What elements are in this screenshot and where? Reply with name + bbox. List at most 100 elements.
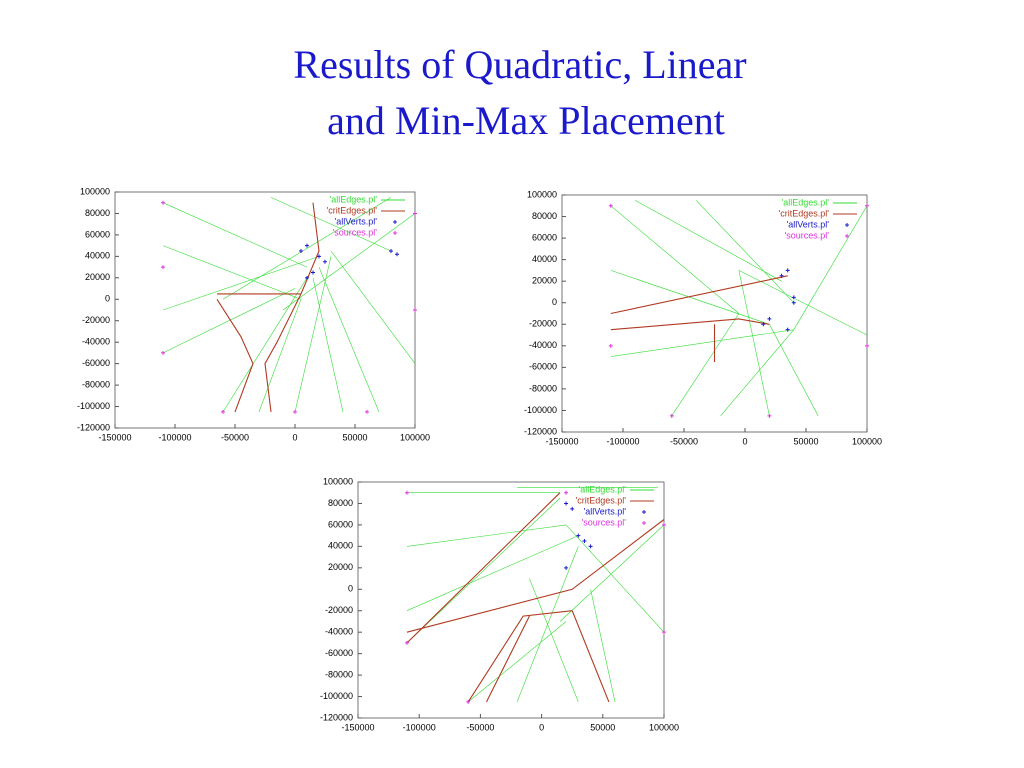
y-tick-label: 80000	[85, 208, 110, 218]
vertex-point	[791, 300, 796, 305]
vertex-point	[404, 490, 409, 495]
vertex-point	[221, 409, 225, 414]
vertex-point	[588, 544, 593, 549]
legend-label: 'critEdges.pl'	[576, 495, 627, 505]
y-tick-label: -20000	[529, 319, 557, 329]
y-tick-label: 40000	[532, 254, 557, 264]
legend-label: 'sources.pl'	[785, 230, 830, 240]
y-tick-label: -40000	[325, 627, 353, 637]
y-tick-label: 0	[348, 584, 353, 594]
x-tick-label: 50000	[342, 432, 367, 442]
x-tick-label: 0	[539, 722, 544, 732]
edge-line	[406, 487, 665, 703]
y-tick-label: 60000	[85, 229, 110, 239]
vertex-point	[662, 522, 666, 527]
y-tick-label: 0	[105, 294, 110, 304]
vertex-point	[311, 270, 315, 275]
vertex-point	[767, 316, 772, 321]
slide-title: Results of Quadratic, Linear	[293, 42, 746, 87]
vertex-point	[669, 413, 674, 418]
vertex-point	[161, 350, 165, 355]
legend-marker	[642, 510, 646, 514]
vertex-point	[564, 490, 569, 495]
vertex-point	[161, 265, 165, 270]
y-tick-label: -80000	[529, 383, 557, 393]
y-tick-label: -120000	[524, 426, 557, 436]
vertex-point	[570, 506, 575, 511]
edge-line	[216, 202, 320, 413]
x-tick-label: 0	[292, 432, 297, 442]
vertex-point	[389, 249, 393, 253]
x-tick-label: 0	[742, 436, 747, 446]
legend-label: 'critEdges.pl'	[779, 208, 830, 218]
y-tick-label: -100000	[77, 401, 110, 411]
y-tick-label: -120000	[77, 422, 110, 432]
legend-label: 'allVerts.pl'	[584, 506, 627, 516]
x-tick-label: -150000	[341, 722, 374, 732]
vertex-point	[317, 254, 321, 259]
vertex-point	[865, 203, 869, 208]
vertex-point	[761, 322, 766, 327]
vertex-point	[767, 413, 772, 418]
legend-label: 'allEdges.pl'	[579, 484, 627, 494]
vertex-point	[608, 203, 613, 208]
legend-label: 'allVerts.pl'	[335, 216, 378, 226]
legend-label: 'allVerts.pl'	[787, 219, 830, 229]
y-tick-label: -60000	[325, 648, 353, 658]
vertex-point	[323, 259, 327, 264]
y-tick-label: -120000	[320, 712, 353, 722]
edge-line	[162, 197, 416, 413]
y-tick-label: -80000	[325, 669, 353, 679]
vertex-point	[564, 565, 569, 570]
vertex-point	[305, 275, 309, 280]
y-tick-label: 20000	[532, 276, 557, 286]
x-tick-label: -100000	[158, 432, 191, 442]
vertex-point	[608, 343, 613, 348]
vertex-point	[299, 249, 303, 253]
y-tick-label: -100000	[320, 691, 353, 701]
y-tick-label: -60000	[82, 358, 110, 368]
x-tick-label: 100000	[649, 722, 679, 732]
vertex-point	[305, 243, 309, 248]
edge-line	[610, 275, 788, 362]
legend-marker	[642, 521, 646, 525]
vertex-point	[865, 343, 869, 348]
vertex-point	[662, 630, 666, 635]
vertex-point	[365, 409, 369, 414]
x-tick-label: -150000	[545, 436, 578, 446]
legend-marker	[393, 220, 397, 224]
vertex-point	[466, 699, 471, 704]
vertex-point	[779, 273, 784, 278]
vertex-point	[293, 409, 297, 414]
vertex-point	[161, 200, 165, 205]
vertex-point	[413, 308, 417, 312]
y-tick-label: -100000	[524, 405, 557, 415]
y-tick-label: 20000	[328, 562, 353, 572]
legend-label: 'sources.pl'	[582, 517, 627, 527]
vertex-point	[576, 533, 581, 538]
legend-label: 'sources.pl'	[333, 227, 378, 237]
y-tick-label: 80000	[532, 211, 557, 221]
y-tick-label: 100000	[527, 189, 557, 199]
x-tick-label: -50000	[221, 432, 249, 442]
y-tick-label: 80000	[328, 498, 353, 508]
plot-frame	[561, 194, 868, 433]
plot-frame	[357, 481, 665, 719]
x-tick-label: -100000	[403, 722, 436, 732]
y-tick-label: 40000	[328, 541, 353, 551]
vertex-point	[404, 640, 409, 645]
legend-label: 'allEdges.pl'	[782, 197, 830, 207]
legend-marker	[845, 223, 849, 227]
y-tick-label: 100000	[323, 476, 353, 486]
slide-title: and Min-Max Placement	[327, 98, 725, 143]
y-tick-label: 40000	[85, 251, 110, 261]
vertex-point	[785, 268, 790, 273]
y-tick-label: 20000	[85, 272, 110, 282]
legend-marker	[393, 231, 397, 235]
vertex-point	[395, 252, 399, 257]
x-tick-label: -50000	[466, 722, 494, 732]
x-tick-label: 100000	[852, 436, 882, 446]
y-tick-label: -60000	[529, 362, 557, 372]
